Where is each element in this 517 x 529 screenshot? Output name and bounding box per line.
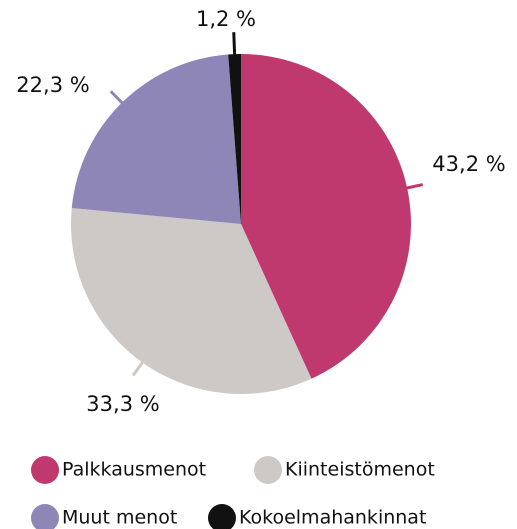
data-label: 43,2 % xyxy=(432,152,505,176)
data-label: 22,3 % xyxy=(16,73,89,97)
legend-swatch xyxy=(208,504,236,529)
leader-line xyxy=(131,359,145,377)
data-label: 1,2 % xyxy=(196,7,256,31)
pie-slice xyxy=(71,54,242,224)
leader-line xyxy=(404,183,424,190)
legend-label: Muut menot xyxy=(62,507,177,529)
pie-slice xyxy=(241,54,412,379)
data-label: 33,3 % xyxy=(86,392,159,416)
leader-line xyxy=(109,90,125,106)
legend-label: Kokoelmahankinnat xyxy=(239,507,426,529)
leader-line xyxy=(232,32,237,57)
legend-label: Kiinteistömenot xyxy=(285,459,435,481)
legend-swatch xyxy=(31,456,59,484)
pie-slice xyxy=(228,54,241,224)
legend-swatch xyxy=(254,456,282,484)
pie-slice xyxy=(71,208,312,394)
legend-label: Palkkausmenot xyxy=(62,459,206,481)
legend-swatch xyxy=(31,504,59,529)
